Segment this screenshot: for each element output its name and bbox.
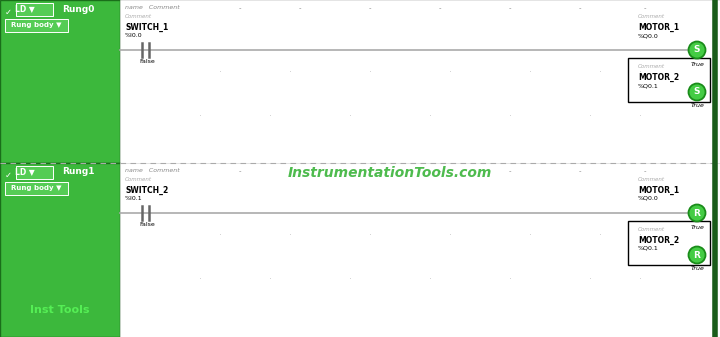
Text: -: - — [369, 168, 372, 174]
Text: ✓: ✓ — [5, 8, 12, 17]
Text: ·: · — [289, 230, 292, 240]
Text: ·: · — [528, 67, 531, 77]
Text: Comment: Comment — [125, 177, 152, 182]
Text: ·: · — [289, 67, 292, 77]
Text: LD ▼: LD ▼ — [15, 167, 35, 177]
Text: ·: · — [218, 67, 222, 77]
Text: %Q0.0: %Q0.0 — [638, 196, 659, 201]
Text: SWITCH_2: SWITCH_2 — [125, 186, 168, 195]
Text: ·: · — [369, 230, 372, 240]
Text: ·: · — [508, 111, 511, 121]
Text: Rung1: Rung1 — [62, 167, 94, 177]
Text: ·: · — [449, 67, 451, 77]
Text: ·: · — [528, 230, 531, 240]
Text: ·: · — [348, 274, 351, 284]
Text: -: - — [579, 5, 581, 11]
Text: -: - — [369, 5, 372, 11]
Text: ·: · — [508, 274, 511, 284]
Bar — [0, 0, 120, 163]
FancyBboxPatch shape — [4, 19, 68, 31]
Text: InstrumentationTools.com: InstrumentationTools.com — [288, 166, 492, 180]
Text: MOTOR_1: MOTOR_1 — [638, 23, 679, 32]
Text: Rung0: Rung0 — [62, 4, 94, 13]
Text: MOTOR_1: MOTOR_1 — [638, 186, 679, 195]
Text: ·: · — [639, 67, 642, 77]
Circle shape — [688, 205, 706, 221]
Text: R: R — [693, 209, 701, 217]
Text: ·: · — [588, 274, 592, 284]
Text: ·: · — [639, 274, 642, 284]
Text: ·: · — [199, 111, 202, 121]
Text: %Q0.1: %Q0.1 — [638, 83, 659, 88]
Text: -: - — [239, 168, 241, 174]
Text: name   Comment: name Comment — [125, 168, 180, 173]
FancyBboxPatch shape — [16, 165, 53, 179]
Text: ·: · — [598, 230, 601, 240]
Text: ·: · — [369, 67, 372, 77]
Text: Comment: Comment — [638, 227, 665, 232]
Text: name   Comment: name Comment — [125, 5, 180, 10]
Text: ·: · — [218, 230, 222, 240]
Text: ·: · — [588, 111, 592, 121]
Text: -: - — [299, 5, 301, 11]
Text: Comment: Comment — [638, 64, 665, 69]
Text: ·: · — [428, 274, 431, 284]
Text: ·: · — [639, 111, 642, 121]
Text: ·: · — [199, 274, 202, 284]
Text: ·: · — [428, 111, 431, 121]
Text: MOTOR_2: MOTOR_2 — [638, 236, 679, 245]
Text: -: - — [579, 168, 581, 174]
Circle shape — [688, 84, 706, 100]
Text: ·: · — [449, 230, 451, 240]
Text: Comment: Comment — [125, 14, 152, 19]
Circle shape — [688, 41, 706, 59]
Text: -: - — [239, 5, 241, 11]
Text: -: - — [299, 168, 301, 174]
Text: LD ▼: LD ▼ — [15, 4, 35, 13]
Bar — [120, 0, 720, 163]
Text: R: R — [693, 250, 701, 259]
Text: ·: · — [598, 67, 601, 77]
Text: ·: · — [639, 230, 642, 240]
FancyBboxPatch shape — [16, 2, 53, 16]
Text: True: True — [691, 103, 705, 108]
Text: %I0.0: %I0.0 — [125, 33, 143, 38]
Text: Rung body ▼: Rung body ▼ — [11, 22, 61, 28]
Text: True: True — [691, 62, 705, 67]
Text: Inst Tools: Inst Tools — [30, 305, 90, 315]
Text: -: - — [438, 5, 441, 11]
Text: -: - — [438, 168, 441, 174]
Text: ✓: ✓ — [5, 171, 12, 180]
Text: S: S — [694, 88, 701, 96]
Text: S: S — [694, 45, 701, 55]
Text: %Q0.0: %Q0.0 — [638, 33, 659, 38]
Text: Rung body ▼: Rung body ▼ — [11, 185, 61, 191]
Text: ·: · — [348, 111, 351, 121]
FancyBboxPatch shape — [4, 182, 68, 194]
Bar — [0, 163, 120, 337]
Bar — [628, 58, 710, 102]
Text: Comment: Comment — [638, 14, 665, 19]
Text: -: - — [509, 168, 511, 174]
Text: Comment: Comment — [638, 177, 665, 182]
Circle shape — [688, 246, 706, 264]
Text: ·: · — [269, 111, 271, 121]
Text: %I0.1: %I0.1 — [125, 196, 143, 201]
Text: MOTOR_2: MOTOR_2 — [638, 73, 679, 82]
Text: ·: · — [269, 274, 271, 284]
Text: -: - — [509, 5, 511, 11]
Text: True: True — [691, 225, 705, 230]
Text: True: True — [691, 266, 705, 271]
Text: -: - — [644, 5, 647, 11]
Text: -: - — [644, 168, 647, 174]
Text: SWITCH_1: SWITCH_1 — [125, 23, 168, 32]
Text: %Q0.1: %Q0.1 — [638, 246, 659, 251]
Text: False: False — [139, 59, 155, 64]
Text: False: False — [139, 222, 155, 227]
Bar — [628, 221, 710, 265]
Bar — [120, 163, 720, 337]
